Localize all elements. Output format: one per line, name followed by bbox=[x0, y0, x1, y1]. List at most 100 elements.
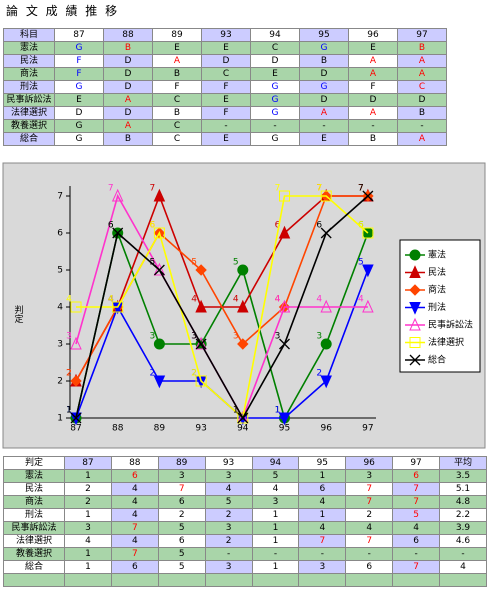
score-cell: 3 bbox=[204, 521, 253, 535]
value-label: 6 bbox=[275, 221, 281, 231]
value-label: 7 bbox=[316, 184, 322, 194]
table-row: 教養選択 G A C - - - - - bbox=[3, 119, 447, 133]
header-cell: 96 bbox=[348, 28, 398, 42]
table-row: 教養選択 1 7 5- - - - - - bbox=[3, 547, 487, 561]
row-label: 憲法 bbox=[3, 41, 55, 55]
score-cell: 5 bbox=[157, 560, 206, 574]
grade-cell: A bbox=[103, 93, 153, 107]
x-tick-label: 89 bbox=[154, 424, 166, 434]
header-cell: 88 bbox=[110, 456, 159, 470]
score-cell: 6 bbox=[392, 469, 440, 483]
grade-cell: F bbox=[152, 80, 202, 94]
value-label: 7 bbox=[150, 184, 156, 194]
grade-cell: D bbox=[299, 93, 349, 107]
table-row: 判定 87 88 89 93 94 95 96 97 平均 bbox=[3, 456, 487, 470]
legend-label: 民事訴訟法 bbox=[428, 319, 473, 331]
value-label: 5 bbox=[150, 258, 156, 268]
score-cell: 7 bbox=[345, 495, 394, 509]
score-cell: 2 bbox=[204, 534, 253, 548]
grade-cell: D bbox=[299, 67, 349, 81]
grade-cell: F bbox=[54, 67, 104, 81]
value-label: 3 bbox=[191, 332, 197, 342]
point bbox=[362, 227, 374, 239]
point bbox=[279, 338, 290, 350]
value-label: 2 bbox=[191, 369, 197, 379]
score-cell: 7 bbox=[392, 482, 440, 496]
grade-cell: D bbox=[103, 67, 153, 81]
score-cell: 4 bbox=[392, 521, 440, 535]
value-label: 4 bbox=[108, 295, 114, 305]
score-cell: 3 bbox=[298, 560, 347, 574]
value-label: 4 bbox=[66, 295, 72, 305]
value-label: 3 bbox=[191, 332, 197, 342]
value-label: 3 bbox=[66, 332, 72, 342]
table-row: 民事訴訟法 E A C E G D D D bbox=[3, 93, 447, 107]
score-cell: 3 bbox=[345, 469, 394, 483]
header-cell: 97 bbox=[397, 28, 447, 42]
row-label: 憲法 bbox=[3, 469, 65, 483]
table-row: 商法 2 4 6 5 3 4 7 7 4.8 bbox=[3, 495, 487, 509]
header-cell: 95 bbox=[299, 28, 349, 42]
grade-cell: G bbox=[54, 132, 104, 146]
score-cell: 5 bbox=[251, 469, 300, 483]
legend-marker bbox=[409, 354, 421, 366]
empty-cell bbox=[64, 573, 112, 587]
value-label: 5 bbox=[358, 258, 364, 268]
y-tick-label: 2 bbox=[57, 377, 63, 387]
point bbox=[278, 412, 291, 426]
row-label: 民事訴訟法 bbox=[3, 521, 65, 535]
empty-cell bbox=[3, 573, 65, 587]
grade-cell: E bbox=[250, 67, 300, 81]
empty-cell bbox=[251, 573, 300, 587]
grade-cell: G bbox=[54, 119, 104, 133]
legend-marker bbox=[409, 249, 421, 261]
score-cell: 4 bbox=[251, 482, 300, 496]
point bbox=[320, 299, 332, 313]
value-label: 4 bbox=[275, 295, 281, 305]
header-cell: 89 bbox=[152, 28, 202, 42]
average-cell: - bbox=[439, 547, 487, 561]
grade-cell: B bbox=[152, 67, 202, 81]
header-cell: 94 bbox=[250, 28, 300, 42]
grade-cell: C bbox=[152, 93, 202, 107]
average-cell: 3.9 bbox=[439, 521, 487, 535]
y-tick-label: 4 bbox=[57, 303, 63, 313]
row-label: 商法 bbox=[3, 67, 55, 81]
value-label: 1 bbox=[275, 406, 281, 416]
value-label: 7 bbox=[108, 184, 114, 194]
header-cell: 88 bbox=[103, 28, 153, 42]
header-cell: 97 bbox=[392, 456, 440, 470]
grade-cell: B bbox=[397, 106, 447, 120]
row-label: 法律選択 bbox=[3, 534, 65, 548]
grade-cell: A bbox=[299, 106, 349, 120]
value-label: 4 bbox=[233, 295, 239, 305]
score-cell: 6 bbox=[110, 469, 159, 483]
point bbox=[362, 190, 374, 202]
table-row: 民事訴訟法 3 7 5 3 1 4 4 4 3.9 bbox=[3, 521, 487, 535]
score-cell: 2 bbox=[64, 495, 112, 509]
y-tick-label: 7 bbox=[57, 192, 63, 202]
value-label: 2 bbox=[191, 369, 197, 379]
score-cell: 1 bbox=[251, 560, 300, 574]
row-label: 民事訴訟法 bbox=[3, 93, 55, 107]
page-title: 論 文 成 績 推 移 bbox=[6, 4, 120, 18]
empty-cell bbox=[157, 573, 206, 587]
x-tick-label: 96 bbox=[320, 424, 332, 434]
value-label: 6 bbox=[316, 221, 322, 231]
table-row: 科目 87 88 89 93 94 95 96 97 bbox=[3, 28, 447, 42]
grade-cell: D bbox=[250, 54, 300, 68]
header-cell: 判定 bbox=[3, 456, 65, 470]
grade-cell: C bbox=[152, 132, 202, 146]
table-row: 総合 G B C E G E B A bbox=[3, 132, 447, 146]
score-cell: - bbox=[345, 547, 394, 561]
legend-marker bbox=[409, 317, 421, 331]
grade-cell: D bbox=[103, 80, 153, 94]
x-tick-label: 87 bbox=[70, 424, 81, 434]
score-cell: 5 bbox=[157, 547, 206, 561]
x-tick-label: 94 bbox=[237, 424, 249, 434]
value-label: 7 bbox=[316, 184, 322, 194]
point bbox=[237, 412, 249, 424]
table-row: 刑法 1 4 2 2 1 1 2 5 2.2 bbox=[3, 508, 487, 522]
grade-cell: E bbox=[152, 41, 202, 55]
